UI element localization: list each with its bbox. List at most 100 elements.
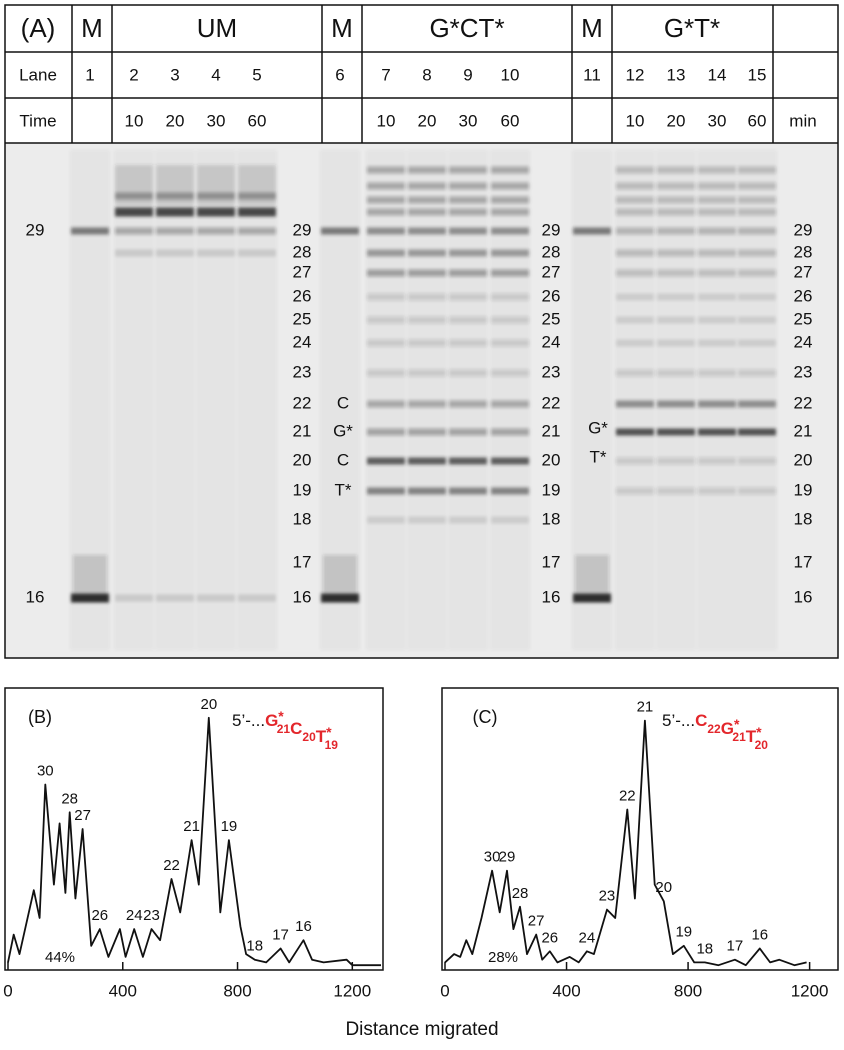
panel-label: (C) xyxy=(473,707,498,727)
gel-lane xyxy=(196,150,236,650)
ladder-size: 21 xyxy=(293,421,312,440)
x-tick-label: 800 xyxy=(223,981,251,1000)
sequence-base: C xyxy=(290,719,302,738)
gel-band xyxy=(738,208,776,216)
gel-band xyxy=(71,227,109,235)
nucleotide-annotation: C xyxy=(337,450,349,469)
time-value: 30 xyxy=(207,111,226,130)
ladder-size: 22 xyxy=(542,393,561,412)
gel-band xyxy=(197,227,235,235)
peak-label: 26 xyxy=(91,907,108,924)
percent-note: 28% xyxy=(488,949,518,966)
ladder-size: 17 xyxy=(293,552,312,571)
x-tick-label: 800 xyxy=(674,981,702,1000)
gel-band xyxy=(449,196,487,204)
ladder-size: 25 xyxy=(794,309,813,328)
row-label: Time xyxy=(19,111,56,130)
gel-band xyxy=(449,339,487,347)
lane-number: 9 xyxy=(463,65,472,84)
gel-band xyxy=(197,594,235,602)
peak-label: 27 xyxy=(74,807,91,824)
sequence-base: T xyxy=(746,727,757,746)
gel-band xyxy=(408,249,446,257)
gel-smear xyxy=(73,555,107,593)
gel-band xyxy=(491,487,529,495)
group-label: G*T* xyxy=(664,13,720,43)
gel-band xyxy=(449,182,487,190)
gel-band xyxy=(367,293,405,301)
nucleotide-annotation: T* xyxy=(590,447,607,466)
marker-size: 16 xyxy=(26,587,45,606)
ladder-size: 18 xyxy=(293,509,312,528)
ladder-size: 26 xyxy=(794,286,813,305)
gel-band xyxy=(408,227,446,235)
sequence-sub: 20 xyxy=(755,738,769,752)
time-value: 60 xyxy=(748,111,767,130)
gel-band xyxy=(616,227,654,235)
gel-lane xyxy=(490,150,530,650)
header-grid xyxy=(5,5,838,144)
gel-band xyxy=(71,593,109,603)
ladder-size: 20 xyxy=(542,450,561,469)
gel-band xyxy=(367,369,405,377)
gel-band xyxy=(449,457,487,465)
gel-band xyxy=(657,316,695,324)
sequence-prefix: 5’-... xyxy=(232,711,265,730)
gel-lane xyxy=(615,150,655,650)
gel-band xyxy=(367,428,405,436)
sequence-sub: 20 xyxy=(302,730,316,744)
ladder-size: 16 xyxy=(794,587,813,606)
gel-band xyxy=(698,227,736,235)
time-unit: min xyxy=(789,111,816,130)
gel-band xyxy=(738,487,776,495)
gel-band xyxy=(657,369,695,377)
x-tick-label: 400 xyxy=(109,981,137,1000)
gel-band xyxy=(367,316,405,324)
x-tick-label: 400 xyxy=(552,981,580,1000)
sequence-mark: * xyxy=(278,708,284,724)
gel-band xyxy=(156,207,194,217)
gel-band xyxy=(491,182,529,190)
gel-band xyxy=(616,249,654,257)
row-label: Lane xyxy=(19,65,57,84)
gel-band xyxy=(115,249,153,257)
sequence-base: G xyxy=(265,711,278,730)
gel-band xyxy=(657,249,695,257)
peak-label: 17 xyxy=(727,938,744,955)
gel-band xyxy=(408,269,446,277)
gel-band xyxy=(367,249,405,257)
ladder-size: 27 xyxy=(794,262,813,281)
gel-band xyxy=(408,316,446,324)
gel-band xyxy=(238,594,276,602)
gel-band xyxy=(616,339,654,347)
nucleotide-annotation: G* xyxy=(333,421,353,440)
gel-band xyxy=(491,196,529,204)
ladder-size: 28 xyxy=(293,242,312,261)
time-value: 30 xyxy=(459,111,478,130)
gel-band xyxy=(408,457,446,465)
time-value: 10 xyxy=(377,111,396,130)
peak-label: 18 xyxy=(246,938,263,955)
ladder-size: 24 xyxy=(794,332,813,351)
gel-band xyxy=(698,316,736,324)
ladder-size: 21 xyxy=(542,421,561,440)
gel-band xyxy=(738,457,776,465)
sequence-base: T xyxy=(316,727,327,746)
peak-label: 23 xyxy=(599,888,616,905)
panel-a-frame xyxy=(4,4,839,659)
gel-band xyxy=(197,207,235,217)
gel-band xyxy=(657,487,695,495)
gel-band xyxy=(616,428,654,436)
gel-band xyxy=(616,400,654,408)
gel-band xyxy=(616,196,654,204)
gel-band xyxy=(698,369,736,377)
peak-label: 23 xyxy=(143,907,160,924)
gel-band xyxy=(698,339,736,347)
gel-band xyxy=(491,227,529,235)
peak-label: 22 xyxy=(163,857,180,874)
peak-label: 24 xyxy=(579,929,596,946)
gel-band xyxy=(616,457,654,465)
time-value: 20 xyxy=(667,111,686,130)
percent-note: 44% xyxy=(45,949,75,966)
gel-band xyxy=(156,192,194,200)
